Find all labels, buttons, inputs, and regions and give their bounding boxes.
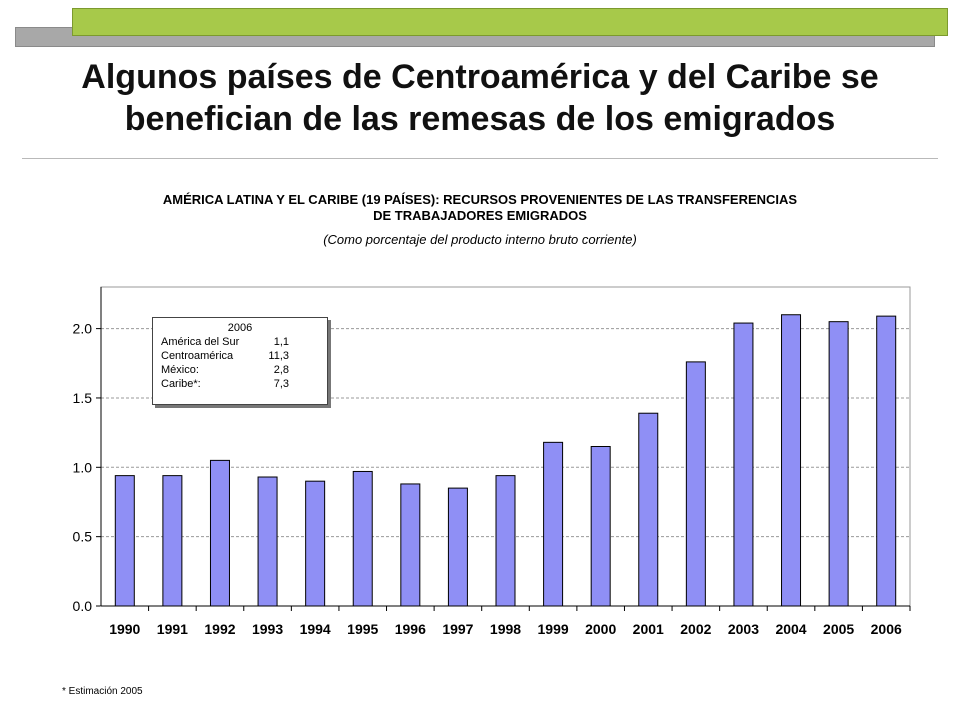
- x-tick-label: 1995: [347, 621, 378, 637]
- x-tick-label: 1994: [300, 621, 331, 637]
- annotation-label: Centroamérica: [161, 350, 234, 362]
- x-tick-label: 2004: [775, 621, 806, 637]
- x-tick-label: 1993: [252, 621, 283, 637]
- x-tick-label: 2006: [871, 621, 902, 637]
- bar: [400, 483, 421, 607]
- bar: [209, 459, 230, 607]
- x-tick-label: 1999: [538, 621, 569, 637]
- bar: [447, 487, 468, 607]
- bar: [495, 475, 516, 607]
- x-tick-label: 1992: [204, 621, 235, 637]
- annotation-row-central-america: Centroamérica 11,3: [161, 349, 319, 363]
- annotation-value: 7,3: [273, 378, 289, 390]
- x-tick-label: 1997: [442, 621, 473, 637]
- bar: [828, 321, 849, 607]
- x-tick-label: 2000: [585, 621, 616, 637]
- annotation-row-mexico: México: 2,8: [161, 363, 319, 377]
- bar: [305, 480, 326, 607]
- annotation-label: México:: [161, 364, 199, 376]
- x-tick-label: 2003: [728, 621, 759, 637]
- x-tick-label: 1998: [490, 621, 521, 637]
- bar: [114, 475, 135, 607]
- y-tick-label: 0.5: [73, 529, 93, 545]
- bar: [257, 476, 278, 607]
- bar: [590, 446, 611, 607]
- header-decoration-green: [72, 8, 948, 36]
- slide-title-line-2: benefician de las remesas de los emigrad…: [124, 100, 836, 138]
- annotation-label: América del Sur: [161, 336, 240, 348]
- chart-title-line-1: AMÉRICA LATINA Y EL CARIBE (19 PAÍSES): …: [162, 192, 798, 207]
- bar: [352, 470, 373, 607]
- chart-title-line-2: DE TRABAJADORES EMIGRADOS: [373, 208, 587, 223]
- x-tick-label: 1991: [157, 621, 188, 637]
- annotation-box: 2006 América del Sur 1,1 Centroamérica 1…: [152, 317, 328, 405]
- y-tick-label: 2.0: [73, 321, 93, 337]
- chart-subtitle: (Como porcentaje del producto interno br…: [323, 232, 637, 247]
- x-tick-label: 2002: [680, 621, 711, 637]
- annotation-year: 2006: [227, 322, 253, 334]
- annotation-row-caribbean: Caribe*: 7,3: [161, 377, 319, 391]
- slide-title: Algunos países de Centroamérica y del Ca…: [0, 56, 960, 140]
- title-divider: [22, 158, 938, 159]
- x-tick-label: 2005: [823, 621, 854, 637]
- chart-title: AMÉRICA LATINA Y EL CARIBE (19 PAÍSES): …: [60, 192, 900, 224]
- bar: [733, 322, 754, 607]
- y-tick-label: 1.0: [73, 459, 93, 475]
- x-tick-label: 2001: [633, 621, 664, 637]
- annotation-value: 2,8: [273, 364, 289, 376]
- x-tick-label: 1996: [395, 621, 426, 637]
- footnote: * Estimación 2005: [62, 686, 143, 697]
- annotation-label: Caribe*:: [161, 378, 201, 390]
- annotation-value: 11,3: [268, 350, 289, 362]
- annotation-row-south-america: América del Sur 1,1: [161, 335, 319, 349]
- slide-title-line-1: Algunos países de Centroamérica y del Ca…: [81, 58, 879, 96]
- x-tick-label: 1990: [109, 621, 140, 637]
- bar: [543, 441, 564, 607]
- bar: [162, 475, 183, 607]
- bar: [781, 314, 802, 607]
- bar: [685, 361, 706, 607]
- bar: [876, 315, 897, 607]
- annotation-value: 1,1: [273, 336, 289, 348]
- y-tick-label: 1.5: [73, 390, 93, 406]
- bar: [638, 412, 659, 607]
- y-tick-label: 0.0: [73, 598, 93, 614]
